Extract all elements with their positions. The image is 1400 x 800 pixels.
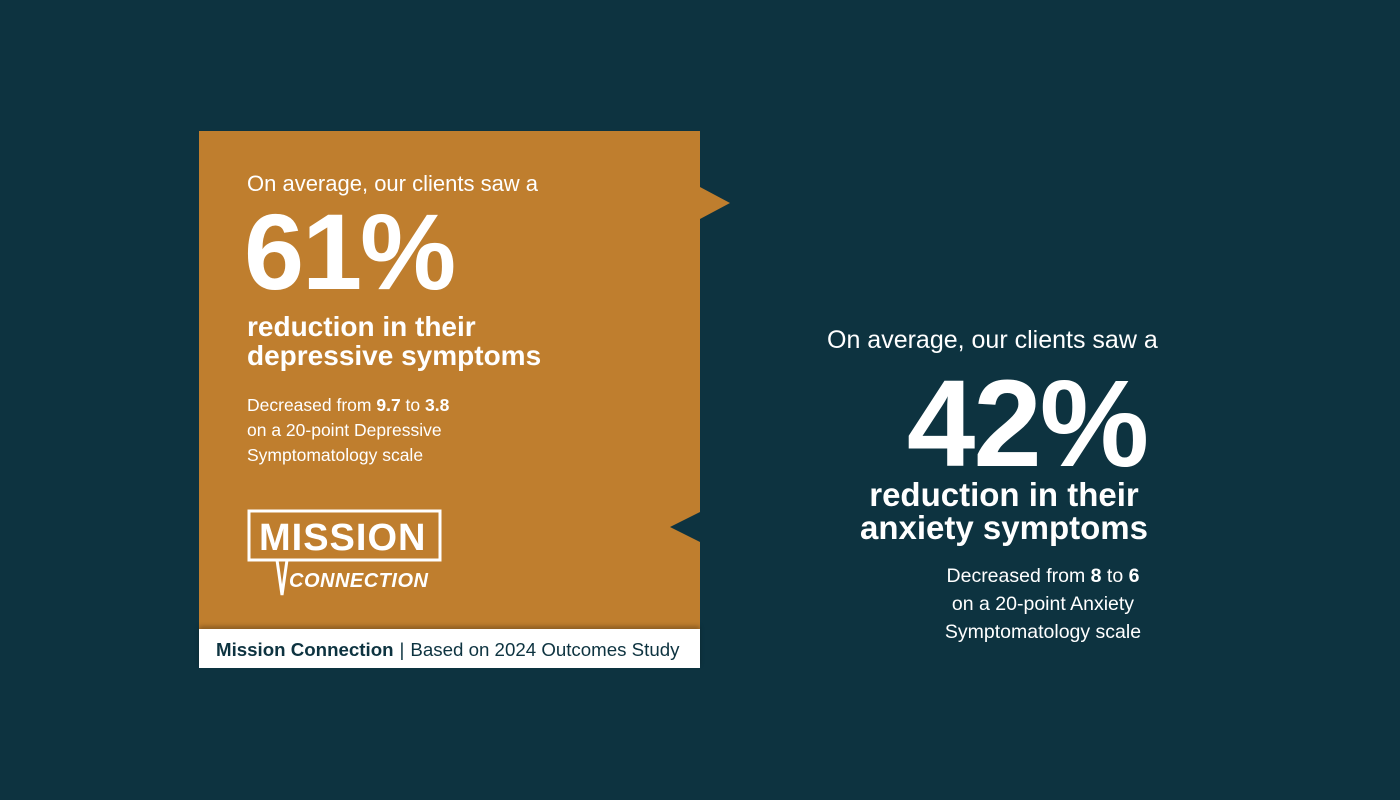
svg-text:CONNECTION: CONNECTION <box>289 570 429 592</box>
svg-text:MISSION: MISSION <box>259 517 426 559</box>
